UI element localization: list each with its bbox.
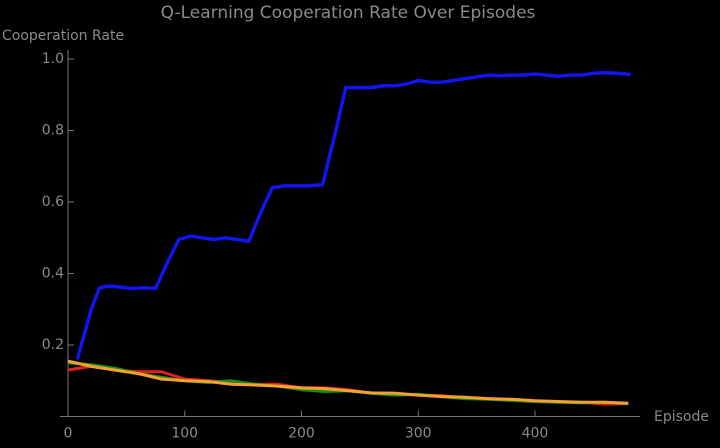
x-tick-label: 400 [522, 426, 549, 442]
x-tick-label: 0 [64, 426, 73, 442]
series-line [67, 361, 629, 406]
y-tick-label: 0.6 [42, 194, 64, 210]
y-axis-label: Cooperation Rate [2, 28, 124, 44]
x-tick-label: 300 [405, 426, 432, 442]
series-line [67, 359, 629, 405]
y-tick-label: 0.2 [42, 337, 64, 353]
series-line [75, 70, 631, 360]
x-tick-label: 100 [171, 426, 198, 442]
y-tick-label: 0.8 [42, 123, 64, 139]
x-axis-label: Episode [654, 409, 709, 425]
y-tick-label: 1.0 [42, 51, 64, 67]
x-tick-label: 200 [288, 426, 315, 442]
chart-title: Q-Learning Cooperation Rate Over Episode… [161, 3, 536, 23]
series-line [67, 364, 629, 406]
y-tick-label: 0.4 [42, 266, 64, 282]
